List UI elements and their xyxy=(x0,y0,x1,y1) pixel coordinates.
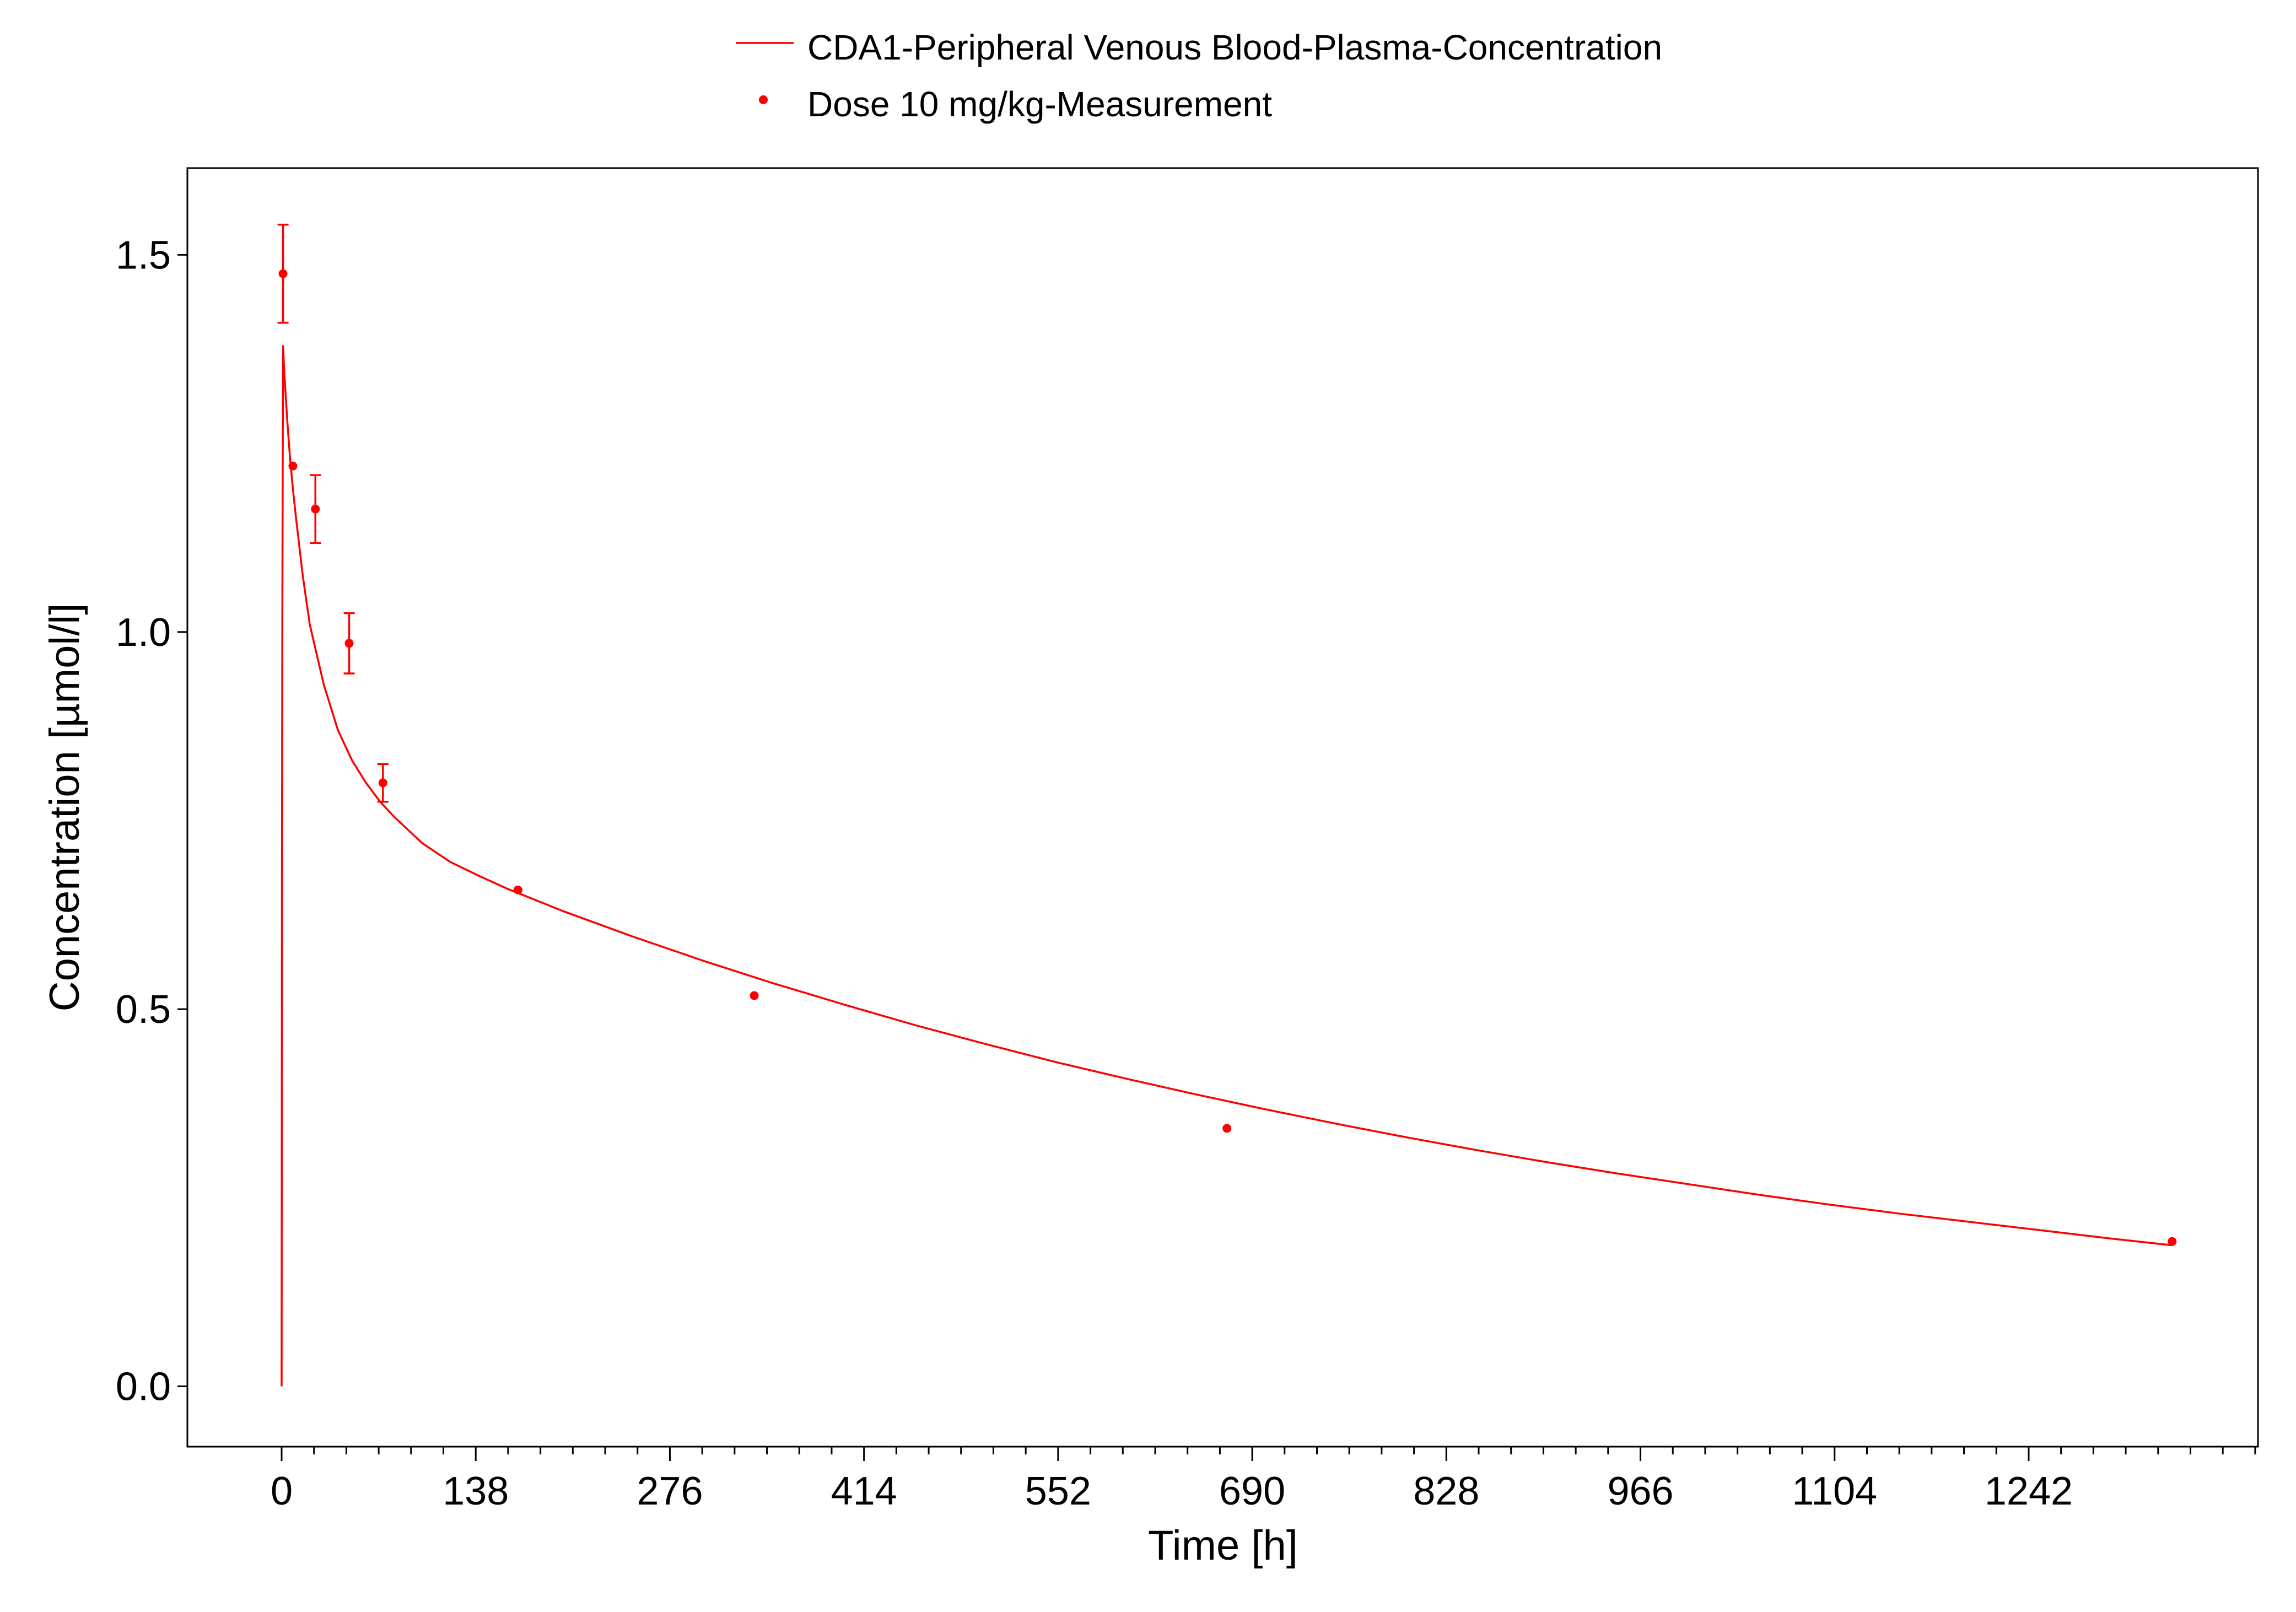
x-tick-label: 828 xyxy=(1413,1469,1479,1513)
plot-frame xyxy=(186,167,2259,1448)
measurement-point xyxy=(750,991,759,1000)
measurement-point xyxy=(378,778,387,788)
legend-point-label: Dose 10 mg/kg-Measurement xyxy=(807,84,1272,124)
x-tick-label: 0 xyxy=(271,1469,293,1513)
series-measurement xyxy=(277,223,2177,1246)
x-axis-ticks xyxy=(281,1447,2256,1461)
y-tick-label: 0.0 xyxy=(116,1365,171,1409)
measurement-point xyxy=(278,269,288,278)
legend: CDA1-Peripheral Venous Blood-Plasma-Conc… xyxy=(736,28,1662,124)
x-tick-label: 138 xyxy=(443,1469,509,1513)
measurement-point xyxy=(288,461,298,471)
y-axis-tick-labels: 0.0 0.5 1.0 1.5 xyxy=(116,233,171,1409)
simulation-curve xyxy=(281,345,2173,1387)
legend-point-swatch xyxy=(759,95,768,104)
x-tick-label: 1242 xyxy=(1985,1469,2073,1513)
x-tick-label: 414 xyxy=(831,1469,897,1513)
measurement-point xyxy=(311,504,320,514)
measurement-point xyxy=(1222,1124,1232,1133)
y-tick-label: 1.5 xyxy=(116,233,171,277)
y-tick-label: 1.0 xyxy=(116,611,171,655)
measurement-point xyxy=(513,885,522,894)
x-axis-title: Time [h] xyxy=(1148,1522,1298,1569)
x-axis-tick-labels: 0 138 276 414 552 690 828 966 1104 1242 xyxy=(271,1469,2073,1513)
y-axis-ticks xyxy=(177,254,187,1388)
x-tick-label: 966 xyxy=(1607,1469,1673,1513)
x-tick-label: 276 xyxy=(637,1469,703,1513)
measurement-point xyxy=(344,639,354,648)
y-axis-title: Concentration [µmol/l] xyxy=(41,603,88,1012)
y-tick-label: 0.5 xyxy=(116,988,171,1032)
x-tick-label: 552 xyxy=(1025,1469,1091,1513)
measurement-point xyxy=(2168,1237,2177,1246)
legend-line-label: CDA1-Peripheral Venous Blood-Plasma-Conc… xyxy=(807,28,1662,67)
x-tick-label: 690 xyxy=(1219,1469,1285,1513)
series-simulation xyxy=(281,345,2173,1387)
x-tick-label: 1104 xyxy=(1792,1469,1877,1513)
